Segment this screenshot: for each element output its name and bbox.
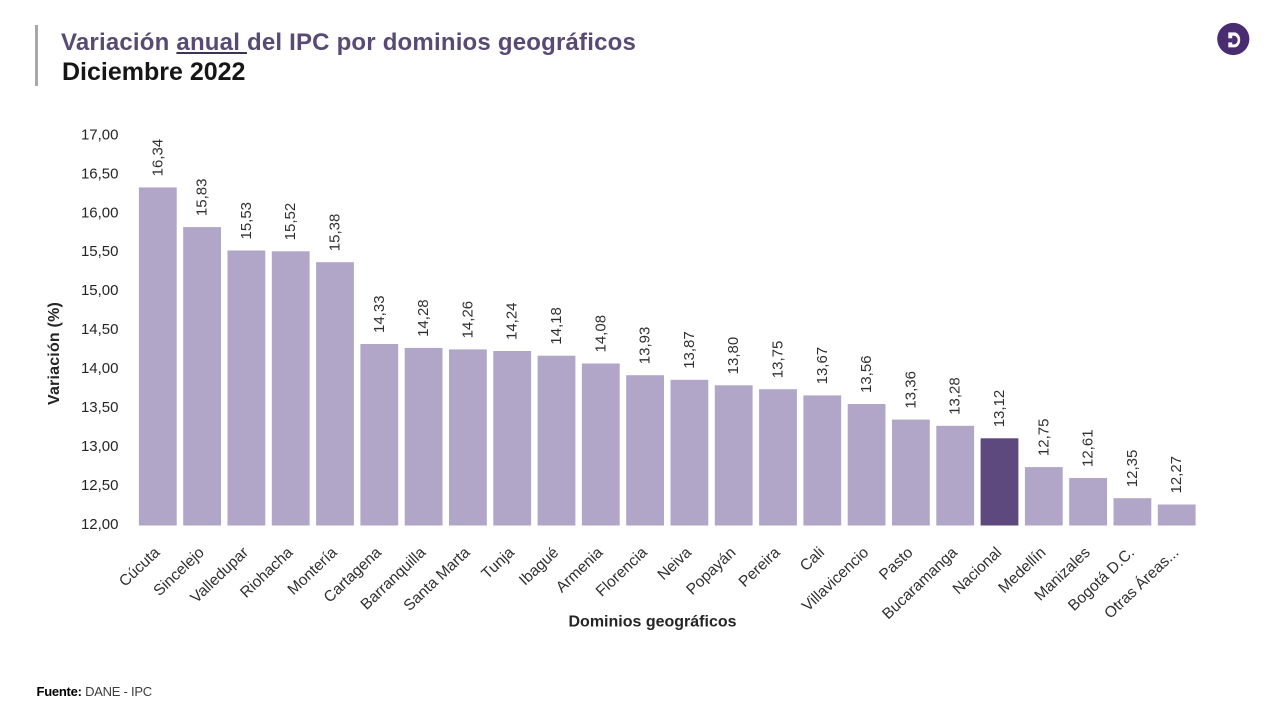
svg-text:16,34: 16,34 [149,139,166,177]
svg-text:Cali: Cali [797,544,828,575]
svg-text:14,26: 14,26 [459,301,476,339]
svg-text:Pereira: Pereira [736,544,784,591]
svg-text:13,87: 13,87 [681,331,698,369]
svg-text:14,28: 14,28 [415,299,432,337]
svg-text:Neiva: Neiva [655,544,696,584]
svg-text:13,36: 13,36 [902,371,919,409]
svg-text:15,53: 15,53 [238,202,255,240]
svg-text:Tunja: Tunja [478,544,518,583]
svg-text:13,80: 13,80 [725,337,742,375]
svg-text:17,00: 17,00 [81,126,119,143]
svg-text:16,50: 16,50 [81,165,119,182]
svg-text:13,67: 13,67 [814,347,831,385]
svg-text:14,50: 14,50 [81,321,119,338]
svg-text:12,50: 12,50 [81,477,119,494]
svg-text:14,24: 14,24 [504,302,521,340]
svg-text:15,38: 15,38 [327,214,344,252]
svg-text:12,61: 12,61 [1080,429,1097,467]
svg-text:16,00: 16,00 [81,204,119,221]
svg-text:Variación (%): Variación (%) [46,302,63,405]
svg-text:Popayán: Popayán [683,544,739,598]
svg-text:12,75: 12,75 [1035,419,1052,457]
svg-text:15,50: 15,50 [81,243,119,260]
svg-text:14,33: 14,33 [371,295,388,333]
svg-text:13,12: 13,12 [991,390,1008,428]
svg-text:14,18: 14,18 [548,307,565,345]
svg-text:13,50: 13,50 [81,399,119,416]
svg-text:12,27: 12,27 [1168,456,1185,494]
svg-text:14,00: 14,00 [81,360,119,377]
svg-text:15,83: 15,83 [194,179,211,217]
svg-text:12,00: 12,00 [81,516,119,533]
svg-text:15,52: 15,52 [282,203,299,241]
svg-text:13,93: 13,93 [637,327,654,365]
svg-text:13,75: 13,75 [770,341,787,379]
svg-text:Nacional: Nacional [950,544,1005,598]
svg-text:13,28: 13,28 [947,377,964,415]
svg-text:13,00: 13,00 [81,438,119,455]
svg-text:Dominios geográficos: Dominios geográficos [568,614,736,631]
svg-text:13,56: 13,56 [858,355,875,393]
svg-text:Pasto: Pasto [876,544,916,584]
svg-text:15,00: 15,00 [81,282,119,299]
svg-text:14,08: 14,08 [592,315,609,353]
svg-text:12,35: 12,35 [1124,450,1141,488]
